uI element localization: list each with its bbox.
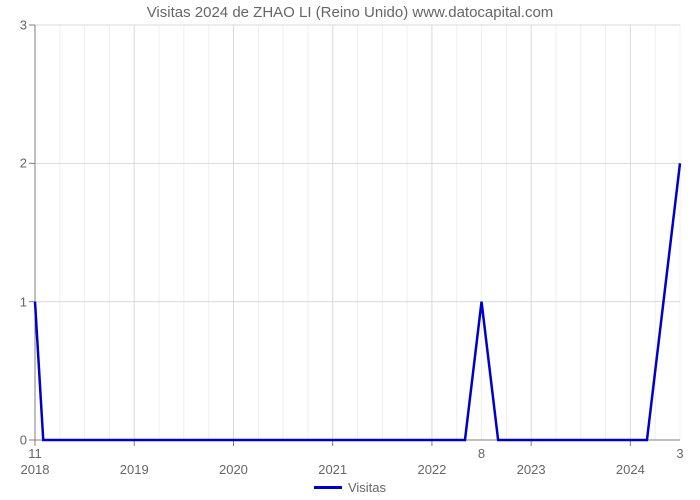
x-tick-label: 2019 (120, 440, 149, 477)
legend-swatch (314, 486, 342, 489)
y-tick-label: 2 (20, 156, 35, 171)
chart-title: Visitas 2024 de ZHAO LI (Reino Unido) ww… (0, 4, 700, 21)
y-tick-label: 1 (20, 294, 35, 309)
chart-svg (35, 25, 680, 440)
point-value-label: 8 (478, 440, 485, 461)
x-tick-label: 2020 (219, 440, 248, 477)
chart-legend: Visitas (0, 480, 700, 495)
legend-label: Visitas (348, 480, 386, 495)
x-tick-label: 2023 (517, 440, 546, 477)
point-value-label: 11 (28, 440, 42, 461)
y-tick-label: 3 (20, 18, 35, 33)
x-tick-label: 2022 (417, 440, 446, 477)
chart-plot-area: 201820192020202120222023202401231183 (35, 25, 680, 440)
x-tick-label: 2021 (318, 440, 347, 477)
point-value-label: 3 (676, 440, 683, 461)
x-tick-label: 2024 (616, 440, 645, 477)
